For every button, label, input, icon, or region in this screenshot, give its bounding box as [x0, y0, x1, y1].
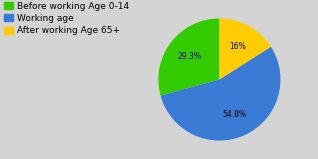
Text: 29.3%: 29.3%: [177, 52, 201, 61]
Wedge shape: [219, 18, 271, 80]
Wedge shape: [158, 18, 219, 96]
Text: 16%: 16%: [229, 42, 246, 51]
Wedge shape: [161, 47, 280, 141]
Legend: Before working Age 0-14, Working age, After working Age 65+: Before working Age 0-14, Working age, Af…: [3, 0, 131, 37]
Text: 54.8%: 54.8%: [223, 110, 247, 119]
